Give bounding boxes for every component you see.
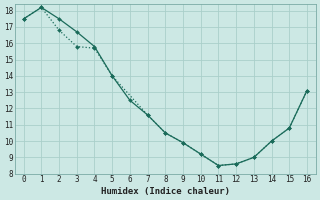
X-axis label: Humidex (Indice chaleur): Humidex (Indice chaleur) — [101, 187, 230, 196]
